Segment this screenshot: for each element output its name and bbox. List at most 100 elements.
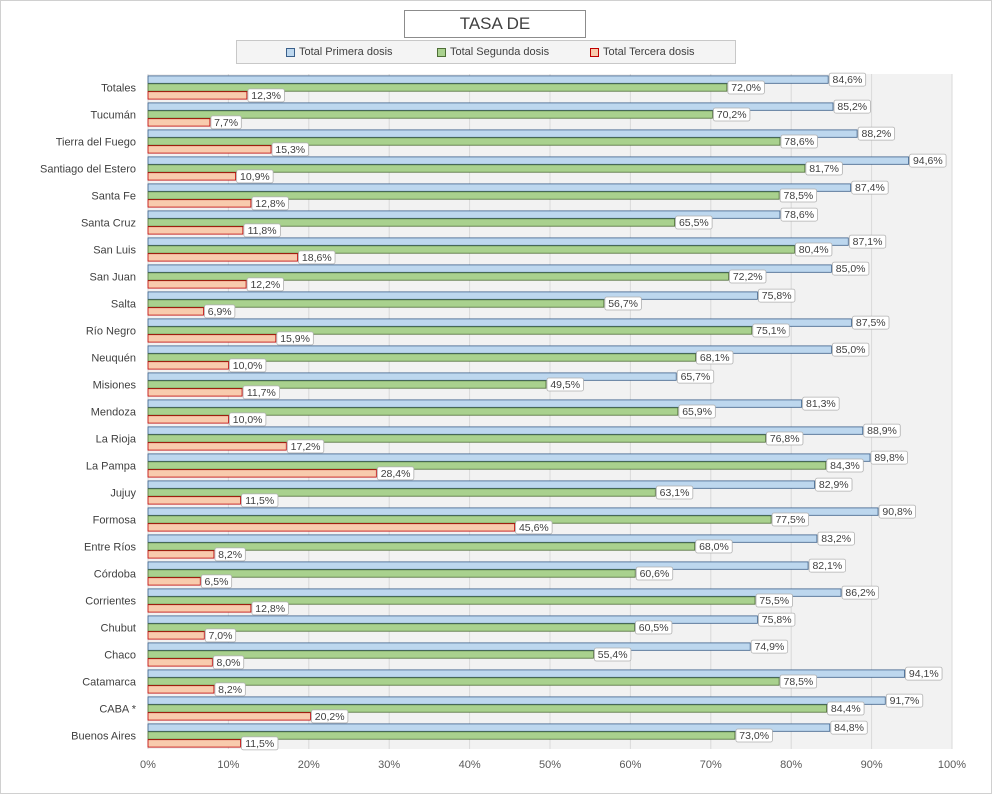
data-label: 6,9%	[208, 306, 232, 318]
data-label: 12,8%	[255, 603, 285, 615]
bar	[147, 442, 287, 451]
data-label-box	[655, 485, 694, 500]
data-label: 82,1%	[812, 560, 842, 572]
data-label: 78,6%	[784, 209, 814, 221]
bar	[147, 318, 852, 327]
data-label: 86,2%	[845, 587, 875, 599]
bar	[147, 191, 780, 200]
data-label-box	[271, 142, 309, 157]
data-label-box	[857, 126, 896, 141]
bar	[147, 388, 243, 397]
category-label: Santiago del Estero	[40, 164, 136, 176]
category-label: Catamarca	[82, 677, 137, 689]
bar	[147, 361, 229, 370]
x-tick-label: 30%	[378, 759, 400, 771]
x-tick-label: 90%	[861, 759, 883, 771]
data-label: 18,6%	[302, 252, 332, 264]
category-label: Misiones	[93, 380, 137, 392]
data-label: 11,8%	[248, 225, 277, 237]
bar	[147, 129, 858, 138]
data-label-box	[851, 180, 889, 195]
data-label: 75,8%	[762, 290, 792, 302]
data-label-box	[735, 728, 773, 743]
data-label: 84,8%	[834, 722, 864, 734]
data-label-box	[696, 350, 734, 365]
data-label: 65,7%	[681, 371, 711, 383]
data-label-box	[214, 682, 246, 697]
data-label-box	[200, 574, 233, 589]
data-label-box	[729, 269, 767, 284]
category-label: La Rioja	[96, 434, 137, 446]
bar	[147, 272, 729, 281]
bar	[147, 550, 215, 559]
x-tick-label: 20%	[298, 759, 320, 771]
bar	[147, 696, 886, 705]
data-label-box	[251, 196, 289, 211]
data-label-box	[758, 288, 796, 303]
data-label: 65,5%	[679, 217, 709, 229]
data-label: 60,6%	[640, 568, 670, 580]
data-label: 49,5%	[550, 379, 580, 391]
data-label-box	[241, 493, 279, 508]
category-label: Chaco	[104, 650, 136, 662]
x-tick-label: 40%	[459, 759, 481, 771]
data-label-box	[311, 709, 349, 724]
data-label-box	[695, 539, 733, 554]
bar	[147, 334, 277, 343]
category-label: San Luis	[93, 245, 136, 257]
data-label: 63,1%	[660, 487, 690, 499]
data-label: 87,5%	[856, 317, 886, 329]
data-label-box	[755, 593, 793, 608]
data-label: 10,0%	[233, 360, 263, 372]
data-label: 72,0%	[731, 82, 761, 94]
bar	[147, 434, 766, 443]
bar	[147, 461, 827, 470]
bar	[147, 307, 204, 316]
category-label: Totales	[101, 83, 136, 95]
bar	[147, 561, 809, 570]
data-label: 56,7%	[608, 298, 638, 310]
bar	[147, 280, 247, 289]
data-label: 12,3%	[251, 90, 281, 102]
data-label-box	[779, 188, 818, 203]
data-label: 11,7%	[247, 387, 276, 399]
bar	[147, 523, 516, 532]
category-label: Jujuy	[110, 488, 136, 500]
data-label: 87,1%	[853, 236, 883, 248]
bar	[147, 631, 205, 640]
category-label: Tierra del Fuego	[56, 137, 136, 149]
category-label: Río Negro	[86, 326, 136, 338]
category-label: CABA *	[99, 704, 136, 716]
data-label-box	[885, 693, 924, 708]
bar	[147, 658, 213, 667]
data-label: 68,0%	[699, 541, 729, 553]
data-label: 70,2%	[717, 109, 747, 121]
data-label-box	[594, 647, 632, 662]
data-label-box	[817, 531, 855, 546]
data-label: 81,3%	[806, 398, 836, 410]
legend-item-tercera-dosis: Total Tercera dosis	[590, 45, 695, 59]
data-label: 85,0%	[836, 344, 866, 356]
data-label: 76,8%	[770, 433, 800, 445]
bar	[147, 145, 272, 154]
data-label-box	[713, 107, 751, 122]
data-label-box	[752, 323, 790, 338]
data-label: 75,1%	[756, 325, 786, 337]
data-label: 80,4%	[799, 244, 829, 256]
bar	[147, 399, 803, 408]
legend-swatch-segunda-dosis	[437, 47, 446, 57]
bar	[147, 91, 248, 100]
data-label-box	[243, 223, 281, 238]
bar	[147, 577, 201, 586]
data-label-box	[808, 558, 846, 573]
legend-item-segunda-dosis: Total Segunda dosis	[437, 45, 549, 59]
category-label: Salta	[111, 299, 137, 311]
bar	[147, 210, 781, 219]
data-label: 85,0%	[836, 263, 866, 275]
x-tick-label: 50%	[539, 759, 561, 771]
data-label-box	[779, 674, 818, 689]
bar	[147, 83, 728, 92]
data-label-box	[828, 72, 867, 87]
